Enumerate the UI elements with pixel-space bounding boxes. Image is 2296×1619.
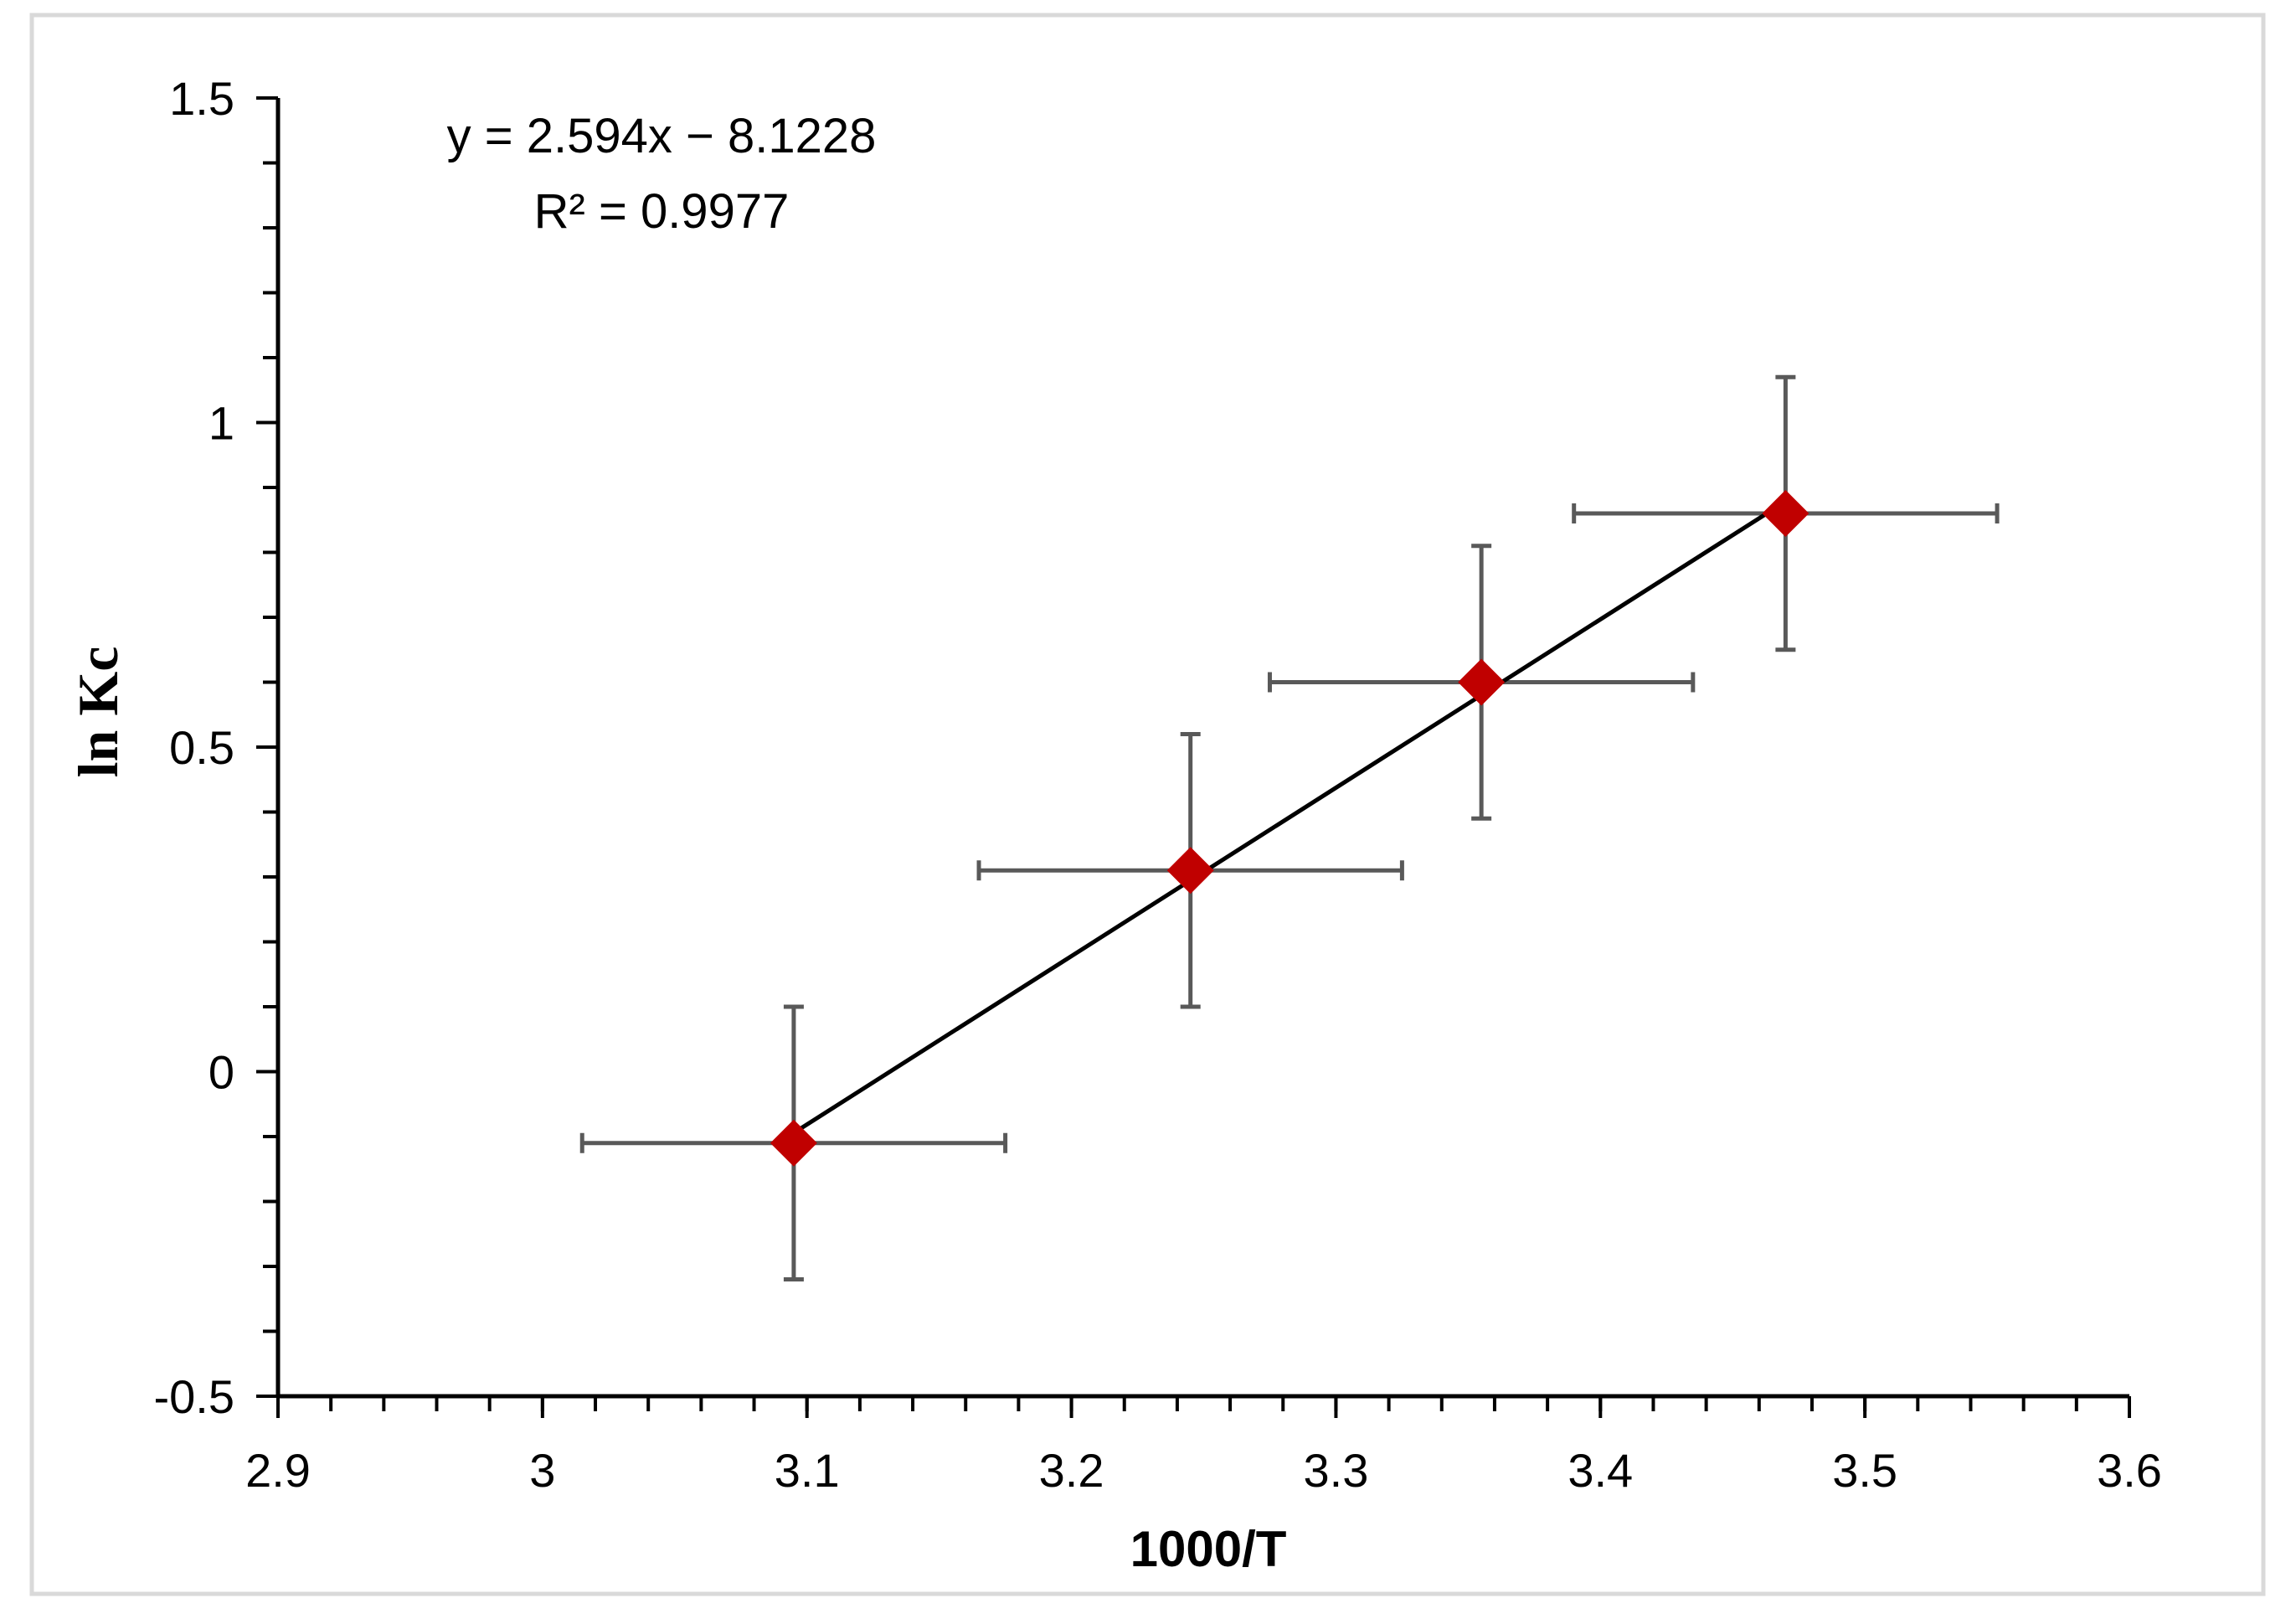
data-points bbox=[770, 490, 1810, 1167]
data-point-marker bbox=[1458, 658, 1506, 706]
y-tick-label: 0.5 bbox=[169, 721, 234, 774]
x-axis-title: 1000/T bbox=[1130, 1521, 1287, 1577]
chart-border bbox=[29, 13, 2266, 1596]
data-point-marker bbox=[770, 1119, 817, 1167]
trendline bbox=[792, 499, 1787, 1135]
equation-annotation: y = 2.594x − 8.1228 bbox=[447, 109, 877, 163]
axes bbox=[256, 96, 2131, 1418]
trendline-group bbox=[792, 499, 1787, 1135]
x-tick-label: 3.3 bbox=[1303, 1444, 1368, 1497]
r-squared-annotation: R² = 0.9977 bbox=[534, 184, 790, 239]
x-tick-label: 3 bbox=[529, 1444, 555, 1497]
tick-labels: 2.9 3 3.1 3.2 3.3 3.4 3.5 3.6 -0.5 0 0.5 1 1.5 bbox=[154, 72, 2162, 1497]
x-tick-label: 3.5 bbox=[1832, 1444, 1897, 1497]
x-tick-label: 3.1 bbox=[775, 1444, 840, 1497]
x-tick-label: 3.4 bbox=[1568, 1444, 1633, 1497]
y-tick-label: 0 bbox=[208, 1046, 234, 1099]
data-point-marker bbox=[1166, 847, 1214, 895]
y-tick-label: 1 bbox=[208, 397, 234, 450]
x-tick-label: 3.2 bbox=[1039, 1444, 1104, 1497]
y-axis-title: ln Kc bbox=[66, 647, 130, 778]
y-tick-label: -0.5 bbox=[154, 1370, 235, 1423]
x-tick-label: 2.9 bbox=[245, 1444, 311, 1497]
data-point-marker bbox=[1762, 490, 1810, 537]
x-tick-label: 3.6 bbox=[2097, 1444, 2162, 1497]
y-tick-label: 1.5 bbox=[169, 72, 234, 125]
